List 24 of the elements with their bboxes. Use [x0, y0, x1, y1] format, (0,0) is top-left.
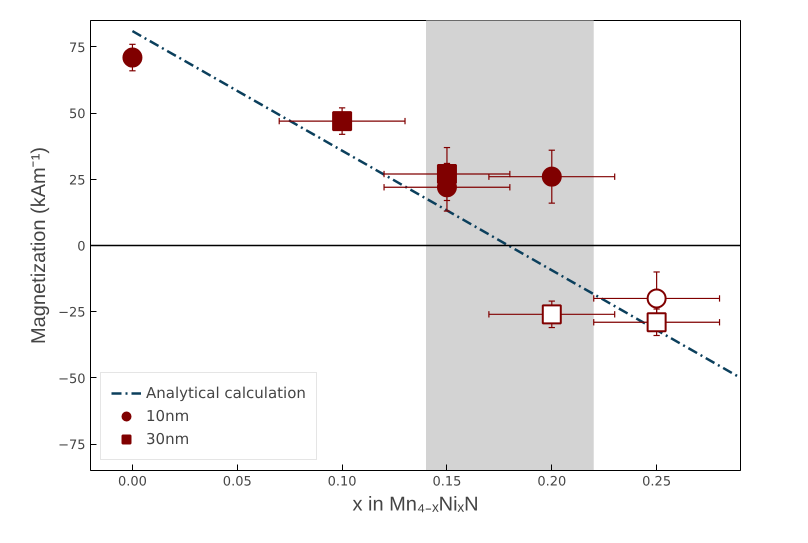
y-tick-label: −75 — [58, 438, 86, 454]
point — [436, 164, 457, 184]
legend-label: 30nm — [146, 430, 190, 448]
y-tick-label: −50 — [58, 372, 86, 387]
point — [646, 312, 667, 332]
legend-label: Analytical calculation — [146, 384, 306, 402]
x-axis-title: x in Mn₄₋ₓNiₓN — [352, 494, 479, 516]
point — [542, 304, 562, 324]
x-tick-label: 0.10 — [328, 474, 357, 490]
x-tick-label: 0.15 — [432, 474, 462, 490]
y-tick-label: 25 — [68, 173, 86, 188]
x-tick-label: 0.00 — [118, 474, 147, 490]
y-tick-label: 0 — [77, 240, 86, 254]
point — [122, 48, 142, 68]
legend-label: 10nm — [146, 407, 190, 425]
y-tick-label: 75 — [68, 40, 86, 56]
x-tick-label: 0.25 — [642, 474, 672, 490]
y-tick-label: −25 — [58, 306, 86, 321]
y-axis-title: Magnetization (kAm⁻¹) — [28, 146, 50, 344]
x-tick-label: 0.20 — [537, 474, 566, 490]
y-tick-label: 50 — [68, 107, 86, 122]
point — [332, 111, 352, 132]
point — [542, 166, 562, 187]
x-tick-label: 0.05 — [222, 474, 252, 490]
